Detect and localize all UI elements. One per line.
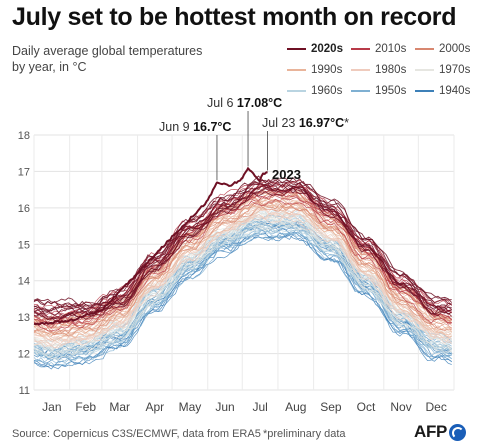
yearly-line — [33, 231, 452, 370]
legend-label: 1950s — [375, 85, 407, 97]
yearly-line — [33, 209, 452, 342]
legend-item-2010s: 2010s — [351, 41, 406, 57]
annotation-jul6: Jul 6 17.08°C — [207, 96, 282, 110]
x-tick-label-aug: Aug — [285, 400, 306, 414]
yearly-line — [34, 231, 452, 366]
legend-item-1950s: 1950s — [351, 83, 406, 99]
series-2023 — [33, 111, 268, 326]
legend-item-1980s: 1980s — [351, 62, 406, 78]
x-tick-label-may: May — [179, 400, 202, 414]
legend-item-1970s: 1970s — [415, 62, 470, 78]
yearly-line — [33, 223, 452, 355]
line-2023 — [33, 167, 268, 326]
y-tick-label: 11 — [19, 385, 30, 397]
legend-item-1990s: 1990s — [287, 62, 342, 78]
x-tick-label-jun: Jun — [215, 400, 234, 414]
x-tick-label-sep: Sep — [320, 400, 342, 414]
yearly-line — [33, 212, 452, 344]
legend-item-2000s: 2000s — [415, 41, 470, 57]
x-tick-label-dec: Dec — [425, 400, 446, 414]
yearly-line — [33, 218, 452, 354]
y-axis: 11 12 13 14 15 16 17 18 — [18, 130, 30, 397]
y-tick-label: 15 — [18, 239, 30, 251]
annotation-jul23-note: * — [344, 116, 349, 130]
legend-label: 2020s — [311, 43, 343, 55]
yearly-line — [33, 187, 452, 320]
yearly-line — [33, 200, 452, 334]
afp-logo: AFP — [414, 421, 467, 443]
legend-swatch — [351, 90, 370, 92]
annotation-jun9-date: Jun 9 — [159, 120, 193, 134]
legend-label: 2000s — [439, 43, 471, 55]
x-tick-label-jul: Jul — [252, 400, 267, 414]
label-2023: 2023 — [272, 167, 301, 182]
legend-item-1960s: 1960s — [287, 83, 342, 99]
legend-item-2020s: 2020s — [287, 41, 343, 57]
x-tick-label-mar: Mar — [109, 400, 130, 414]
yearly-line — [33, 223, 452, 360]
legend-label: 1960s — [311, 85, 343, 97]
yearly-line — [33, 178, 452, 309]
y-tick-label: 13 — [18, 312, 30, 324]
subtitle-line-1: Daily average global temperatures — [12, 44, 203, 58]
yearly-line — [33, 221, 452, 358]
y-tick-label: 14 — [18, 276, 30, 288]
x-tick-label-oct: Oct — [357, 400, 376, 414]
annotation-jun9-value: 16.7°C — [193, 120, 231, 134]
chart-annotations: Jun 9 16.7°C Jul 6 17.08°C Jul 23 16.97°… — [159, 96, 349, 182]
yearly-line — [33, 217, 452, 352]
annotation-jul23-date: Jul 23 — [262, 116, 299, 130]
annotation-jul23: Jul 23 16.97°C* — [262, 116, 349, 130]
legend-label: 2010s — [375, 43, 407, 55]
y-tick-label: 18 — [18, 130, 30, 142]
x-axis: Jan Feb Mar Apr May Jun Jul Aug Sep Oct Nov Dec — [42, 400, 447, 414]
legend-swatch — [287, 69, 306, 71]
preliminary-note: *preliminary data — [263, 428, 346, 440]
globe-icon — [449, 423, 467, 441]
legend-swatch — [415, 69, 434, 71]
yearly-line — [33, 220, 452, 358]
source-note: Source: Copernicus C3S/ECMWF, data from … — [12, 428, 261, 440]
yearly-line — [33, 180, 452, 310]
afp-logo-text: AFP — [414, 422, 448, 441]
y-tick-label: 16 — [18, 203, 30, 215]
x-tick-label-jan: Jan — [42, 400, 61, 414]
yearly-line — [33, 201, 452, 335]
annotation-jul6-date: Jul 6 — [207, 96, 237, 110]
chart-title: July set to be hottest month on record — [12, 3, 457, 31]
legend-swatch — [287, 90, 306, 92]
yearly-line — [33, 209, 452, 343]
annotation-jun9: Jun 9 16.7°C — [159, 120, 231, 134]
chart-subtitle: Daily average global temperatures by yea… — [12, 43, 202, 75]
legend-label: 1970s — [439, 64, 471, 76]
legend-swatch — [351, 69, 370, 71]
legend-swatch — [415, 48, 434, 50]
yearly-line — [33, 205, 452, 342]
annotation-jul6-value: 17.08°C — [237, 96, 282, 110]
x-tick-label-feb: Feb — [75, 400, 96, 414]
y-tick-label: 17 — [18, 166, 30, 178]
subtitle-line-2: by year, in °C — [12, 60, 87, 74]
x-tick-label-nov: Nov — [390, 400, 411, 414]
y-tick-label: 12 — [18, 349, 30, 361]
yearly-line — [33, 180, 452, 315]
legend-item-1940s: 1940s — [415, 83, 470, 99]
legend-swatch — [351, 48, 370, 50]
yearly-line — [33, 175, 452, 308]
yearly-line — [33, 198, 452, 332]
chart-series — [33, 111, 453, 370]
legend-label: 1980s — [375, 64, 407, 76]
legend-swatch — [415, 90, 434, 92]
x-tick-label-apr: Apr — [145, 400, 164, 414]
legend-swatch — [287, 48, 306, 50]
annotation-jul23-value: 16.97°C — [299, 116, 344, 130]
legend-label: 1990s — [311, 64, 343, 76]
legend-label: 1940s — [439, 85, 471, 97]
